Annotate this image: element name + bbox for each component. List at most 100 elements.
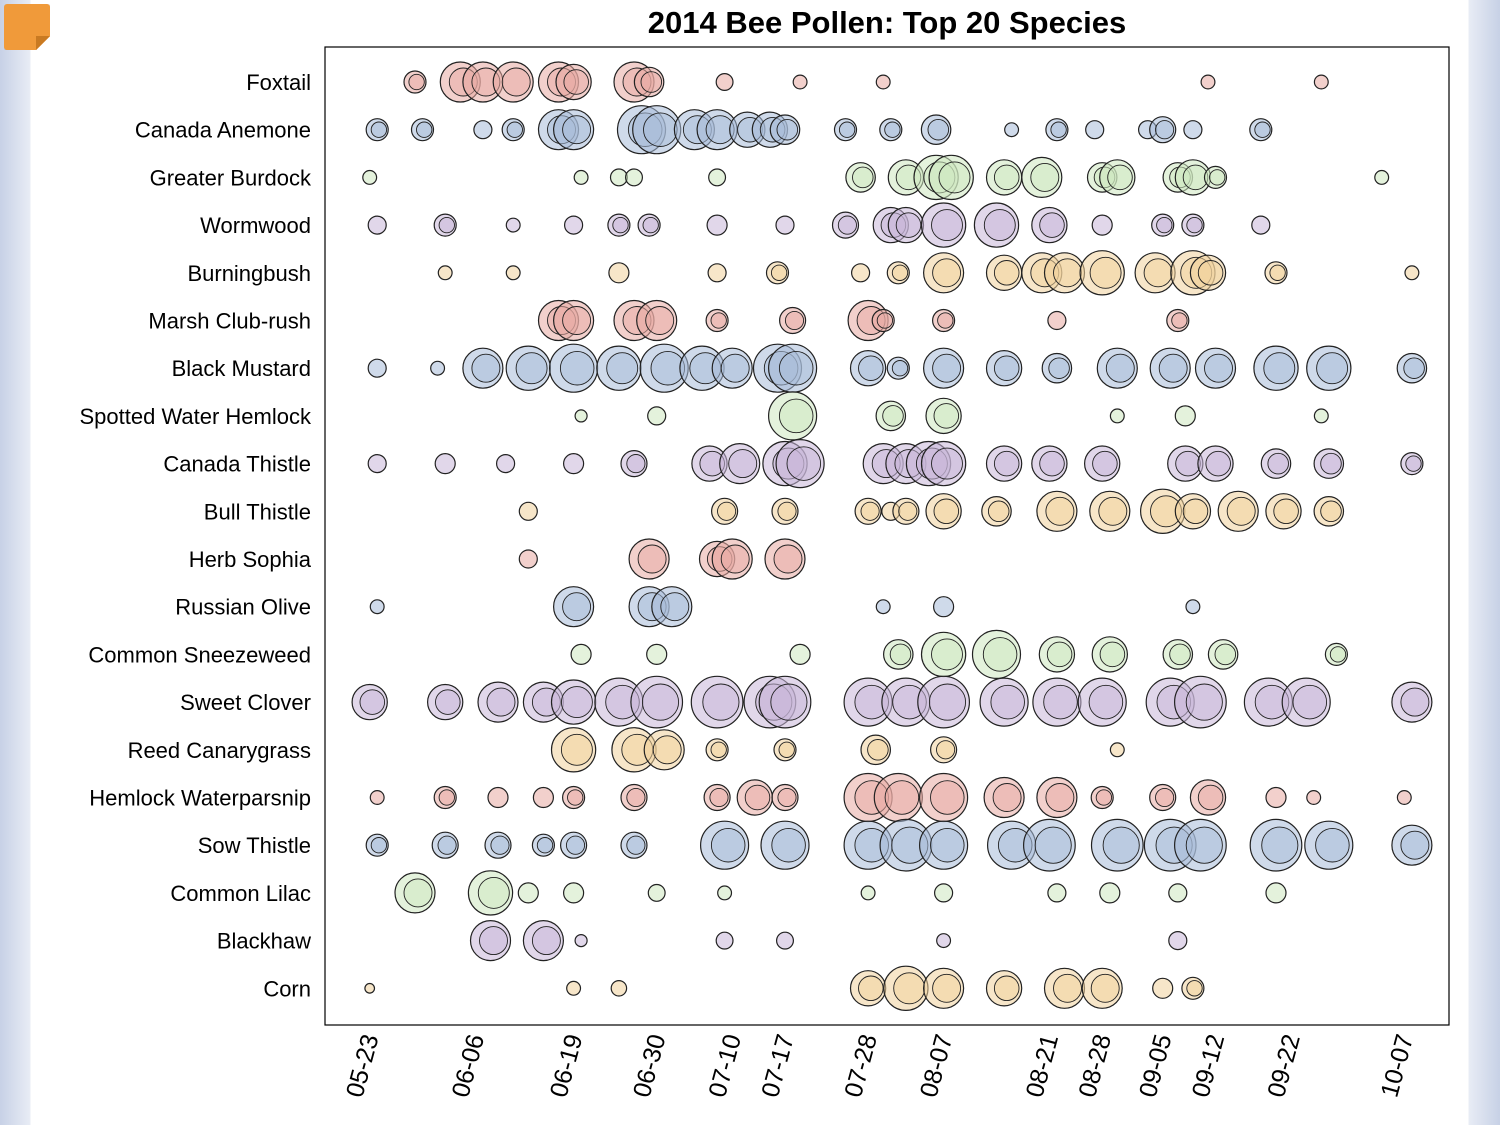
bubble-spotted-water-hemlock-0 (574, 409, 588, 423)
x-tick-label-3: 06-30 (628, 1031, 672, 1100)
bubble-common-lilac-7 (933, 883, 954, 903)
bubble-inner-sow-thistle-6 (710, 827, 746, 863)
bubble-inner-canada-thistle-20 (1405, 455, 1422, 472)
bubble-inner-reed-canarygrass-6 (936, 740, 956, 760)
bubble-inner-corn-7 (1053, 973, 1082, 1003)
bubble-inner-wormwood-12 (983, 209, 1016, 242)
bubble-blackhaw-2 (574, 933, 588, 948)
bubble-inner-hemlock-waterparsnip-4 (567, 789, 584, 806)
bubble-inner-spotted-water-hemlock-2 (778, 398, 814, 434)
bubble-inner-burningbush-11 (1089, 256, 1122, 289)
bubble-inner-sow-thistle-1 (437, 835, 457, 855)
bubble-inner-black-mustard-17 (1158, 353, 1188, 383)
category-label-marsh-club-rush: Marsh Club-rush (148, 309, 311, 334)
bubble-canada-anemone-16 (1004, 122, 1020, 138)
bubble-spotted-water-hemlock-1 (647, 406, 667, 426)
bubble-blackhaw-3 (715, 931, 734, 950)
bubble-inner-burningbush-12 (1143, 258, 1173, 288)
category-label-burningbush: Burningbush (187, 261, 311, 286)
bubble-wormwood-17 (1251, 215, 1271, 235)
bubble-inner-marsh-club-rush-5 (784, 310, 805, 331)
bubble-common-lilac-5 (717, 885, 733, 901)
bubble-inner-common-sneezeweed-9 (1214, 643, 1237, 666)
bubble-inner-greater-burdock-8 (938, 161, 971, 194)
bubble-inner-burningbush-15 (1269, 264, 1286, 281)
bubble-inner-spotted-water-hemlock-4 (933, 403, 960, 429)
bubble-inner-bull-thistle-9 (1098, 496, 1128, 526)
bubble-inner-hemlock-waterparsnip-16 (1197, 784, 1224, 811)
bubble-inner-hemlock-waterparsnip-10 (884, 780, 920, 815)
bubble-inner-sweet-clover-20 (1400, 687, 1430, 717)
bubble-canada-anemone-18 (1085, 120, 1105, 140)
bubble-inner-foxtail-5 (563, 69, 589, 95)
x-tick-label-7: 08-07 (915, 1031, 959, 1100)
bubble-inner-canada-thistle-8 (786, 446, 822, 481)
x-tick-label-8: 08-21 (1021, 1031, 1065, 1100)
bubble-inner-sow-thistle-10 (930, 827, 965, 863)
bubble-inner-marsh-club-rush-3 (645, 306, 675, 335)
bubble-inner-canada-thistle-19 (1320, 452, 1342, 475)
bubble-common-lilac-6 (860, 885, 876, 901)
chart-title: 2014 Bee Pollen: Top 20 Species (648, 5, 1126, 40)
bubble-inner-hemlock-waterparsnip-11 (930, 780, 965, 815)
bubble-inner-wormwood-15 (1156, 216, 1173, 234)
category-label-russian-olive: Russian Olive (175, 595, 311, 620)
bubble-inner-black-mustard-20 (1316, 352, 1349, 385)
bubble-inner-common-sneezeweed-7 (1099, 641, 1126, 668)
bubble-inner-sow-thistle-18 (1400, 830, 1430, 860)
category-label-foxtail: Foxtail (246, 70, 311, 95)
category-label-black-mustard: Black Mustard (172, 356, 311, 381)
bubble-inner-corn-5 (932, 973, 962, 1003)
bubble-inner-sweet-clover-7 (702, 683, 740, 721)
bubble-canada-thistle-2 (496, 454, 516, 474)
x-tick-label-12: 09-22 (1262, 1031, 1306, 1100)
bubble-inner-corn-10 (1186, 980, 1203, 997)
bubble-corn-0 (364, 982, 376, 994)
bubble-inner-canada-anemone-22 (1254, 121, 1271, 138)
bubble-inner-sweet-clover-17 (1185, 683, 1223, 721)
bubble-inner-spotted-water-hemlock-3 (882, 405, 904, 427)
bubble-inner-canada-anemone-0 (370, 121, 388, 138)
bubble-hemlock-waterparsnip-0 (369, 789, 385, 805)
bubble-inner-canada-thistle-6 (728, 449, 758, 479)
bubble-inner-wormwood-13 (1039, 212, 1065, 238)
bubble-inner-sow-thistle-16 (1261, 826, 1299, 864)
category-label-canada-anemone: Canada Anemone (135, 118, 311, 143)
bubble-burningbush-1 (505, 265, 521, 281)
bubble-hemlock-waterparsnip-17 (1265, 786, 1287, 809)
bubble-hemlock-waterparsnip-18 (1306, 789, 1322, 805)
bubble-wormwood-0 (367, 215, 387, 235)
bubble-canada-thistle-3 (562, 453, 585, 475)
bubble-wormwood-2 (505, 217, 521, 233)
bubble-inner-hemlock-waterparsnip-6 (709, 787, 729, 808)
bubble-foxtail-12 (1313, 74, 1329, 90)
bubble-spotted-water-hemlock-5 (1109, 408, 1125, 424)
bubble-hemlock-waterparsnip-2 (487, 786, 509, 809)
bubble-inner-greater-burdock-15 (1209, 169, 1226, 186)
bubble-inner-sow-thistle-5 (626, 835, 646, 855)
bubble-inner-marsh-club-rush-10 (1171, 312, 1188, 329)
bubble-russian-olive-5 (932, 596, 955, 618)
bubble-inner-corn-4 (893, 972, 926, 1005)
category-labels: Foxtail Canada Anemone Greater Burdock Worm… (80, 70, 312, 1001)
bubble-inner-foxtail-7 (640, 71, 663, 93)
bubble-inner-sweet-clover-0 (359, 689, 386, 715)
bubble-inner-canada-thistle-18 (1267, 452, 1289, 475)
bubble-inner-black-mustard-12 (891, 360, 909, 377)
bubble-inner-wormwood-16 (1186, 216, 1203, 234)
bubble-inner-wormwood-4 (612, 216, 629, 234)
bubble-burningbush-0 (437, 265, 453, 281)
bubble-inner-canada-anemone-20 (1155, 120, 1175, 140)
bubble-inner-common-sneezeweed-6 (1046, 641, 1073, 668)
bubble-inner-sweet-clover-12 (928, 683, 967, 721)
bubble-inner-bull-thistle-12 (1226, 496, 1256, 526)
bubble-inner-sweet-clover-1 (435, 689, 461, 715)
bubble-inner-black-mustard-8 (720, 353, 750, 383)
bubble-inner-wormwood-1 (438, 216, 455, 234)
bubble-inner-greater-burdock-12 (1107, 164, 1133, 191)
bubble-inner-sweet-clover-9 (770, 683, 808, 721)
bubble-inner-sweet-clover-13 (990, 684, 1025, 720)
bubble-inner-burningbush-7 (932, 258, 962, 288)
bubble-inner-common-sneezeweed-8 (1169, 643, 1191, 666)
bubble-inner-blackhaw-1 (531, 926, 561, 956)
